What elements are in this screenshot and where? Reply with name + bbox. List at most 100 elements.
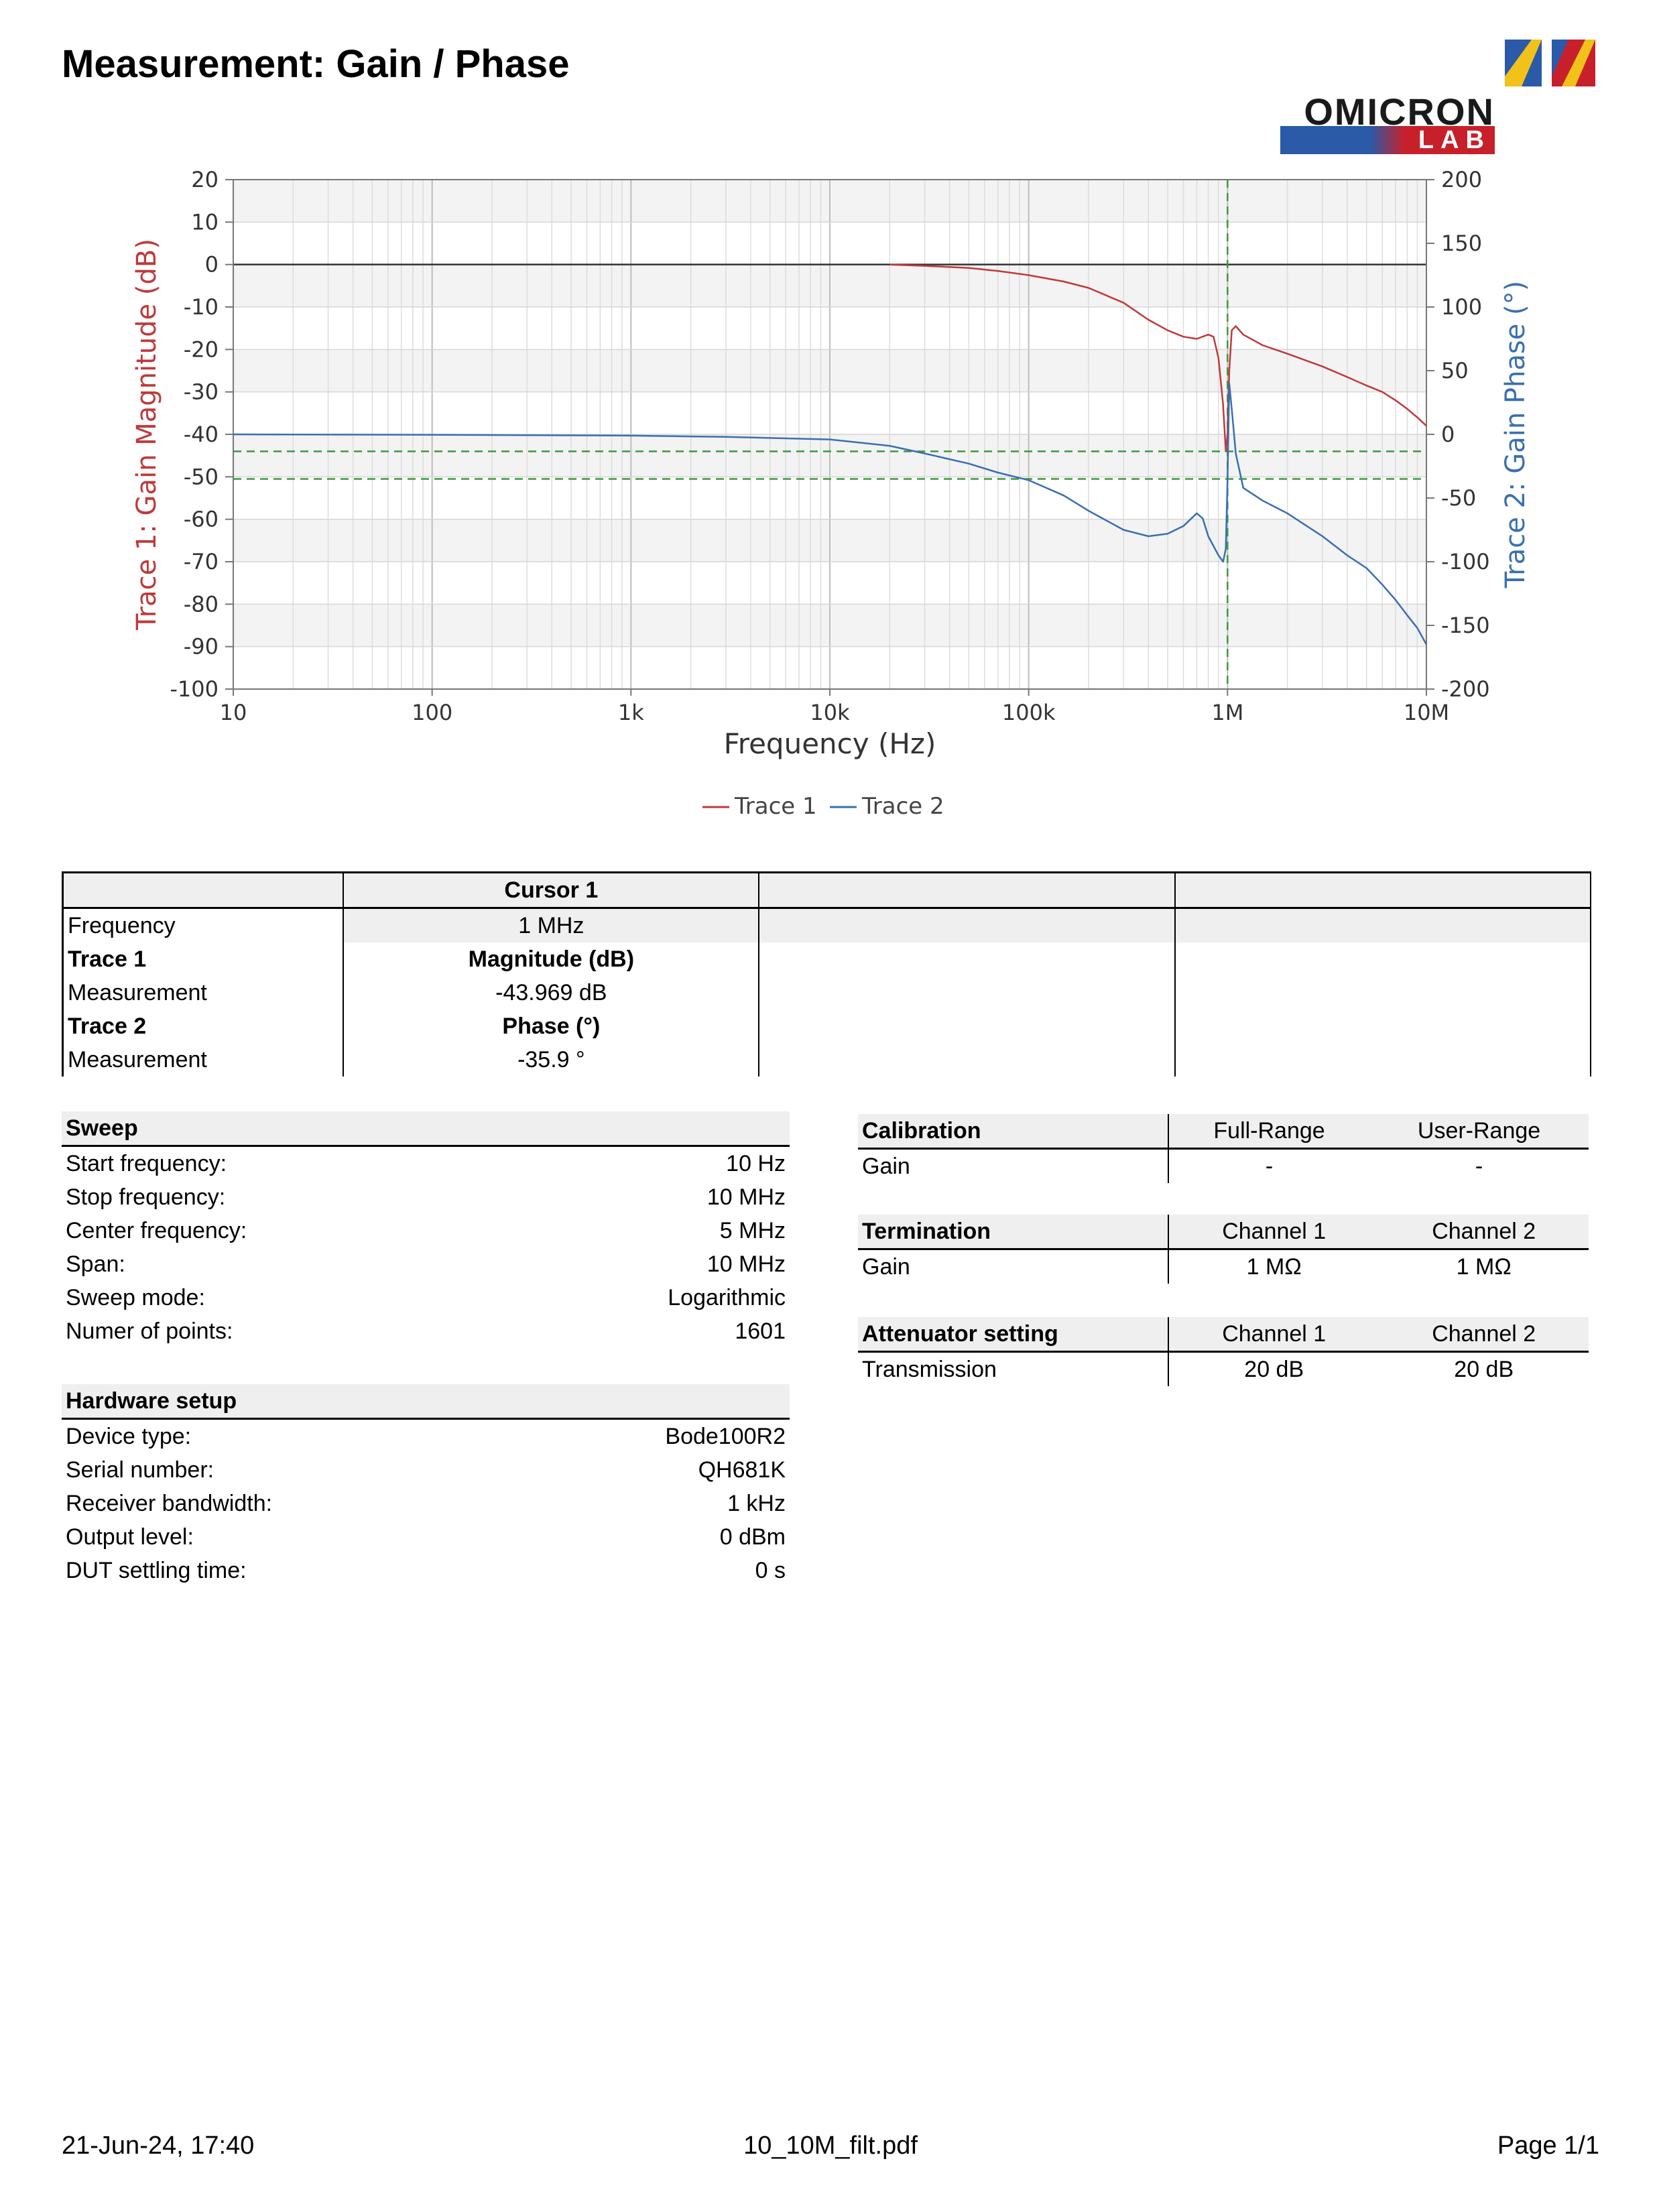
sweep-row: Sweep mode: Logarithmic bbox=[62, 1281, 790, 1314]
cursor-row: Measurement -35.9 ° bbox=[62, 1043, 1592, 1077]
y-left-tick-label: -60 bbox=[184, 507, 219, 532]
sweep-row-value: 10 MHz bbox=[706, 1184, 786, 1210]
hardware-row-value: 0 dBm bbox=[719, 1524, 786, 1550]
cursor-row-label: Measurement bbox=[62, 976, 345, 1009]
legend-entry: Trace 1 bbox=[734, 793, 817, 820]
sweep-row-label: Stop frequency: bbox=[66, 1184, 226, 1210]
sweep-row-value: Logarithmic bbox=[668, 1284, 786, 1310]
sweep-row: Stop frequency: 10 MHz bbox=[62, 1180, 790, 1214]
calibration-row-v2: - bbox=[1475, 1153, 1483, 1179]
cursor-row-label: Trace 1 bbox=[62, 942, 345, 976]
y-right-tick-label: 100 bbox=[1441, 294, 1482, 320]
cursor-row-value: 1 MHz bbox=[343, 908, 760, 942]
hardware-row-label: DUT settling time: bbox=[66, 1557, 247, 1583]
cursor-header-cell-3 bbox=[1174, 871, 1592, 909]
y-left-tick-label: -30 bbox=[184, 379, 219, 405]
hardware-title: Hardware setup bbox=[62, 1384, 790, 1420]
x-axis-label: Frequency (Hz) bbox=[724, 727, 936, 760]
y-right-tick-label: -150 bbox=[1441, 613, 1490, 638]
calibration-col1: Full-Range bbox=[1167, 1114, 1370, 1150]
gain-phase-chart: 20 10 0 -10 -20 -30 -40 -50 -60 -70 -80 -90 -100 200 1… bbox=[121, 154, 1542, 828]
y-left-tick-label: -70 bbox=[184, 549, 219, 574]
logo-flag-icon bbox=[1505, 40, 1595, 86]
x-tick-label: 100 bbox=[412, 700, 452, 725]
cursor-row-value: Magnitude (dB) bbox=[343, 942, 760, 976]
y-left-tick-label: 20 bbox=[191, 167, 219, 192]
y-left-tick-label: -40 bbox=[184, 422, 219, 447]
y-right-tick-label: -200 bbox=[1441, 676, 1490, 702]
cursor-header-cell-2 bbox=[759, 871, 1176, 909]
calibration-row-label: Gain bbox=[862, 1153, 910, 1179]
y-right-tick-label: 0 bbox=[1441, 422, 1455, 447]
y-right-tick-label: 50 bbox=[1441, 358, 1469, 383]
termination-table: Termination Channel 1 Channel 2 Gain 1 M… bbox=[858, 1215, 1589, 1284]
sweep-row: Start frequency: 10 Hz bbox=[62, 1146, 790, 1181]
sweep-row-value: 1601 bbox=[735, 1318, 786, 1344]
termination-col1: Channel 1 bbox=[1167, 1215, 1379, 1250]
x-tick-label: 100k bbox=[1002, 700, 1056, 725]
calibration-table: Calibration Full-Range User-Range Gain -… bbox=[858, 1114, 1589, 1183]
hardware-row-value: Bode100R2 bbox=[665, 1423, 786, 1449]
footer-file: 10_10M_filt.pdf bbox=[743, 2132, 918, 2160]
sweep-row-label: Numer of points: bbox=[66, 1318, 233, 1344]
sweep-row-label: Span: bbox=[66, 1251, 125, 1277]
termination-row-v1: 1 MΩ bbox=[1167, 1249, 1379, 1284]
legend-entry: Trace 2 bbox=[861, 793, 944, 820]
series-line-trace-2 bbox=[233, 382, 1428, 646]
sweep-table: Sweep Start frequency: 10 Hz Stop frequen… bbox=[62, 1111, 790, 1348]
cursor-row: Measurement -43.969 dB bbox=[62, 976, 1592, 1009]
cursor-row: Trace 2 Phase (°) bbox=[62, 1009, 1592, 1043]
y-left-tick-label: -20 bbox=[184, 336, 219, 362]
y-right-tick-label: -50 bbox=[1441, 485, 1476, 511]
hardware-row: Receiver bandwidth: 1 kHz bbox=[62, 1487, 790, 1520]
footer-page: Page 1/1 bbox=[1497, 2132, 1599, 2160]
series-line-trace-1 bbox=[889, 263, 1427, 452]
cursor-row-value: -35.9 ° bbox=[343, 1043, 760, 1077]
termination-row-label: Gain bbox=[862, 1253, 910, 1280]
sweep-row: Numer of points: 1601 bbox=[62, 1314, 790, 1348]
attenuator-col1: Channel 1 bbox=[1167, 1317, 1379, 1353]
sweep-row-label: Start frequency: bbox=[66, 1150, 227, 1176]
y-left-tick-label: -80 bbox=[184, 591, 219, 617]
attenuator-row-v2: 20 dB bbox=[1454, 1356, 1514, 1382]
y-right-tick-label: 150 bbox=[1441, 231, 1482, 256]
cursor-header-cell-1: Cursor 1 bbox=[343, 871, 760, 909]
hardware-row-label: Receiver bandwidth: bbox=[66, 1490, 273, 1516]
sweep-row-label: Sweep mode: bbox=[66, 1284, 205, 1310]
y-left-tick-label: -10 bbox=[184, 294, 219, 320]
omicron-lab-logo: OMICRON LAB bbox=[1280, 36, 1602, 157]
y-left-tick-label: -50 bbox=[184, 464, 219, 489]
attenuator-row-v1: 20 dB bbox=[1167, 1351, 1379, 1386]
hardware-row-value: 1 kHz bbox=[727, 1490, 786, 1516]
hardware-row: Serial number: QH681K bbox=[62, 1453, 790, 1487]
termination-col2: Channel 2 bbox=[1379, 1215, 1589, 1250]
cursor-row-value: Phase (°) bbox=[343, 1009, 760, 1043]
x-tick-label: 10 bbox=[220, 700, 247, 725]
y-right-axis-label: Trace 2: Gain Phase (°) bbox=[1500, 281, 1531, 589]
cursor-header-cell-0 bbox=[62, 871, 345, 909]
y-right-tick-label: 200 bbox=[1441, 167, 1482, 192]
termination-title: Termination bbox=[858, 1215, 1168, 1250]
y-left-tick-label: 0 bbox=[205, 252, 219, 278]
hardware-row-value: QH681K bbox=[698, 1457, 786, 1483]
calibration-col2: User-Range bbox=[1369, 1114, 1589, 1150]
cursor-row-label: Trace 2 bbox=[62, 1009, 345, 1043]
hardware-row-label: Device type: bbox=[66, 1423, 192, 1449]
cursor-row-value: -43.969 dB bbox=[343, 976, 760, 1009]
sweep-row-value: 10 Hz bbox=[726, 1150, 786, 1176]
sweep-title: Sweep bbox=[62, 1111, 790, 1147]
cursor-row-label: Frequency bbox=[62, 908, 345, 942]
termination-row-v2: 1 MΩ bbox=[1456, 1253, 1512, 1280]
hardware-row-value: 0 s bbox=[755, 1557, 786, 1583]
calibration-title: Calibration bbox=[858, 1114, 1168, 1150]
hardware-row: Output level: 0 dBm bbox=[62, 1520, 790, 1554]
hardware-row-label: Serial number: bbox=[66, 1457, 214, 1483]
logo-sub-text: LAB bbox=[1418, 126, 1491, 154]
calibration-row-v1: - bbox=[1167, 1148, 1370, 1183]
hardware-row-label: Output level: bbox=[66, 1524, 194, 1550]
x-tick-label: 1k bbox=[618, 700, 644, 725]
attenuator-title: Attenuator setting bbox=[858, 1317, 1168, 1353]
sweep-row: Center frequency: 5 MHz bbox=[62, 1214, 790, 1247]
sweep-row-label: Center frequency: bbox=[66, 1217, 247, 1243]
cursor-row: Frequency 1 MHz bbox=[62, 908, 1592, 942]
